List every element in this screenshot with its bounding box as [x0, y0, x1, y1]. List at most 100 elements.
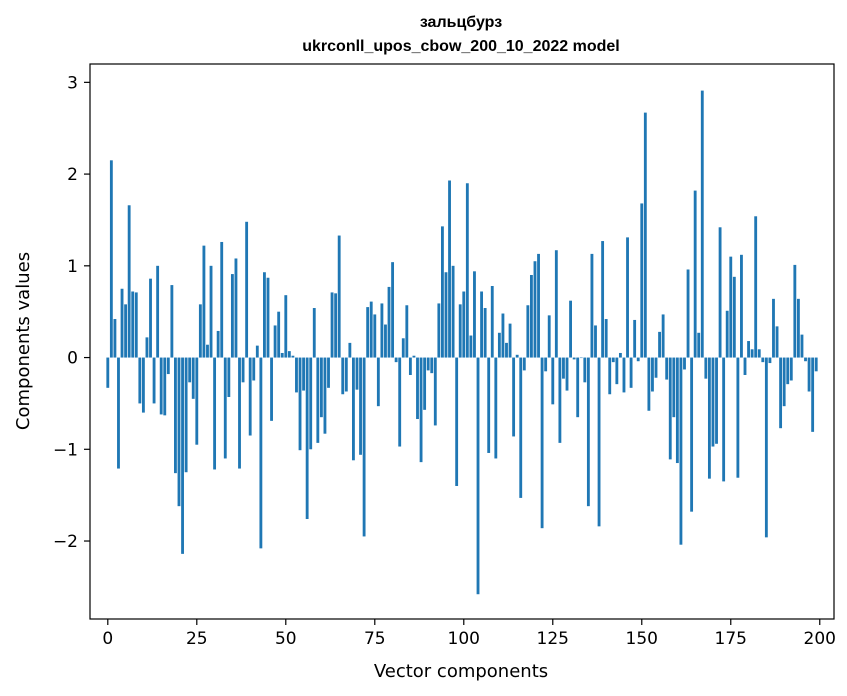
bars-group [106, 90, 818, 595]
bar [376, 357, 380, 407]
bar [156, 265, 160, 358]
bar [366, 307, 370, 358]
bar [391, 262, 395, 358]
bar [159, 357, 163, 415]
bar [497, 332, 501, 358]
bar [473, 271, 476, 358]
bar [547, 315, 551, 358]
bar [711, 357, 715, 447]
bar [209, 265, 213, 358]
bar [757, 349, 761, 358]
bar [540, 357, 544, 529]
bar [622, 357, 626, 393]
bar [408, 357, 412, 375]
bar [444, 272, 448, 358]
bar [512, 357, 516, 437]
bar [490, 286, 494, 358]
x-tick-label: 200 [804, 629, 836, 649]
y-tick-label: 3 [67, 73, 78, 93]
bar [405, 305, 409, 358]
x-axis-label: Vector components [374, 661, 548, 682]
bar [494, 357, 498, 459]
bar [330, 292, 334, 358]
bar [661, 314, 665, 358]
bar [131, 291, 135, 358]
bar [220, 241, 224, 358]
bar [569, 300, 572, 358]
bar [601, 241, 605, 358]
bar [565, 357, 569, 391]
bar [572, 357, 576, 360]
bar [476, 357, 480, 595]
bar [519, 357, 523, 498]
bar [263, 272, 266, 358]
bar [273, 325, 277, 358]
bar [312, 308, 316, 358]
y-tick-label: 2 [67, 165, 78, 185]
bar [440, 226, 444, 358]
bar [562, 357, 565, 379]
bar [287, 351, 291, 358]
bar [309, 357, 313, 450]
bar [779, 357, 783, 429]
y-tick-label: 1 [67, 257, 78, 277]
bar [259, 357, 263, 549]
bar [465, 183, 469, 358]
bar [184, 357, 188, 473]
bar [188, 357, 192, 383]
bar [697, 332, 701, 358]
bar [270, 357, 273, 421]
bar [654, 357, 658, 378]
bar [394, 357, 398, 363]
bar [362, 357, 366, 537]
bar [636, 357, 640, 362]
bar [743, 357, 747, 375]
bar [704, 357, 708, 379]
bar [715, 357, 718, 444]
bar [775, 326, 779, 358]
x-tick-label: 175 [715, 629, 747, 649]
bar [341, 357, 345, 395]
bar [134, 292, 138, 358]
bar [672, 357, 676, 418]
bar [665, 357, 669, 380]
bar [800, 334, 804, 358]
bar [640, 203, 644, 358]
bar [501, 313, 505, 358]
bar [722, 357, 726, 482]
bar [316, 357, 320, 443]
bar [423, 357, 427, 410]
bar [522, 357, 526, 371]
bar [764, 357, 768, 538]
bar [109, 160, 113, 358]
bar [216, 330, 220, 358]
bar [223, 357, 227, 459]
bar [359, 357, 362, 455]
bar [594, 325, 597, 358]
bar [230, 274, 234, 358]
bar [647, 357, 651, 411]
x-tick-label: 50 [275, 629, 297, 649]
bar [191, 357, 195, 399]
bar [725, 310, 729, 358]
bar [615, 357, 619, 385]
x-tick-label: 100 [448, 629, 480, 649]
bar [469, 335, 473, 358]
bar [544, 357, 548, 372]
bar [380, 303, 384, 358]
bar [782, 357, 786, 407]
x-axis-ticks: 0 25 50 75 100 125 150 175 200 [102, 619, 836, 649]
bar [740, 254, 743, 358]
bar [369, 301, 373, 358]
bar [412, 355, 416, 358]
bar [245, 221, 249, 358]
bar [344, 357, 348, 392]
bar [551, 357, 555, 405]
bar [234, 258, 238, 358]
bar [145, 337, 149, 358]
bar [106, 357, 110, 388]
bar [166, 357, 170, 375]
bar [583, 357, 587, 383]
bar [141, 357, 145, 413]
